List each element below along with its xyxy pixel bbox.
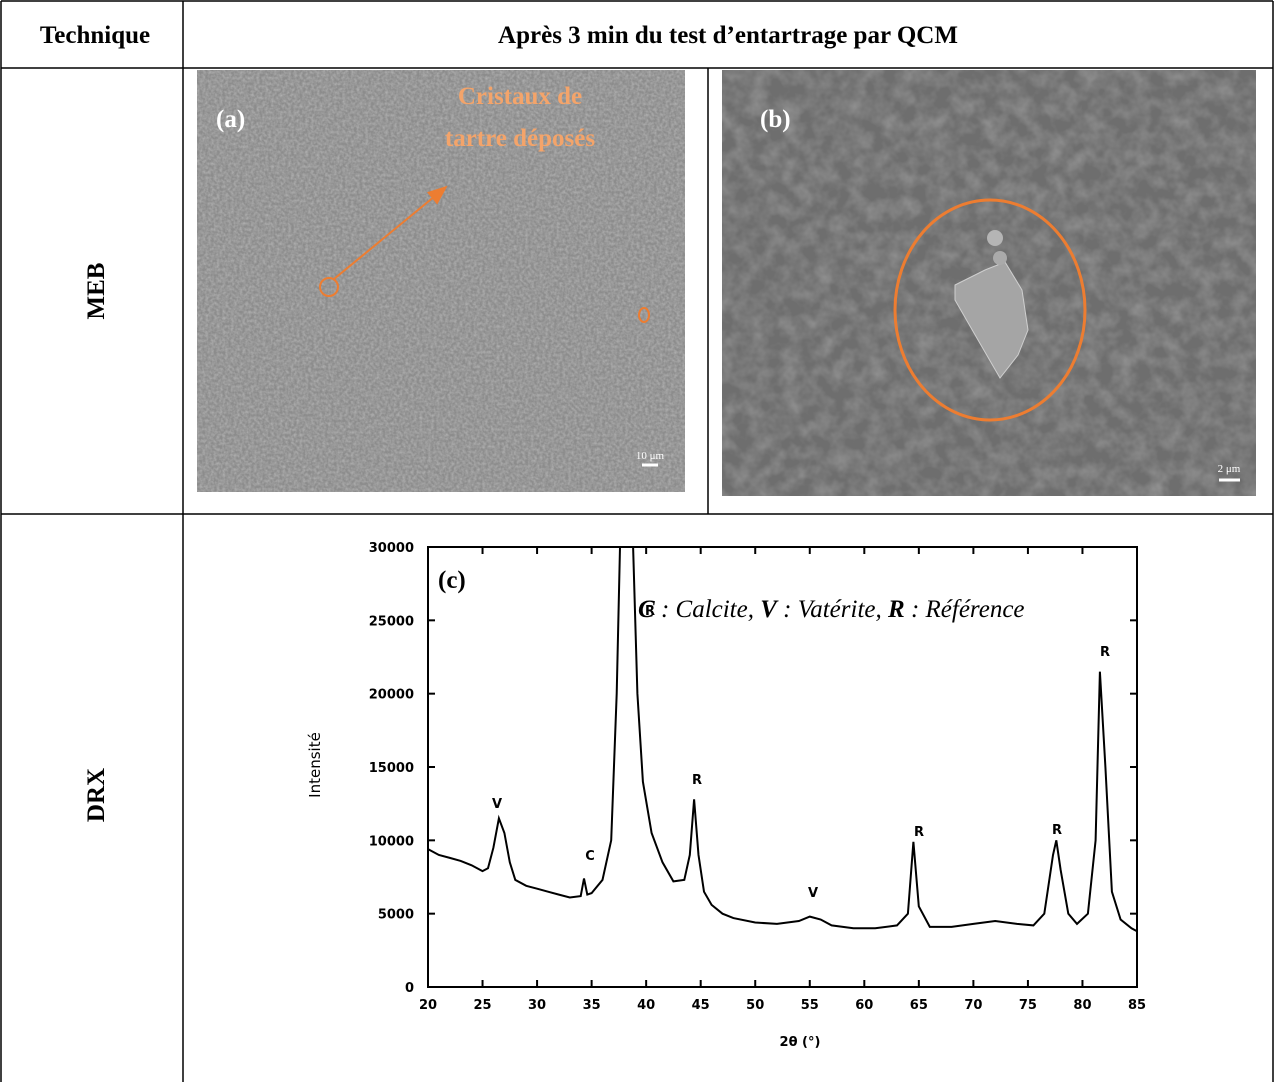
x-tick-label: 30 xyxy=(528,998,546,1013)
legend: C : Calcite, V : Vatérite, R : Référence xyxy=(638,596,1025,623)
x-tick-label: 85 xyxy=(1128,998,1146,1013)
y-tick-label: 20000 xyxy=(369,688,414,703)
peak-label: R xyxy=(1052,823,1062,838)
peak-label: R xyxy=(645,604,655,619)
header-cell: Après 3 min du test d’entartrage par QCM xyxy=(498,22,958,49)
x-axis-label: 2θ (°) xyxy=(780,1035,821,1050)
x-tick-label: 75 xyxy=(1019,998,1037,1013)
row-label: MEB xyxy=(83,263,110,320)
y-tick-label: 30000 xyxy=(369,541,414,556)
x-tick-label: 45 xyxy=(692,998,710,1013)
peak-label: R xyxy=(692,773,702,788)
annotation: Cristaux de xyxy=(458,83,582,110)
panel-label: (c) xyxy=(438,567,466,594)
header-cell: Technique xyxy=(40,22,150,49)
y-axis-label: Intensité xyxy=(306,732,324,798)
peak-label: R xyxy=(914,825,924,840)
plot-frame xyxy=(427,546,1138,988)
x-tick-label: 70 xyxy=(964,998,982,1013)
x-tick-label: 60 xyxy=(855,998,873,1013)
legend-part: C xyxy=(638,596,655,623)
peak-label: C xyxy=(585,849,595,864)
x-tick-label: 20 xyxy=(419,998,437,1013)
peak-label: V xyxy=(808,886,818,901)
row-label: DRX xyxy=(83,768,110,822)
y-tick-label: 0 xyxy=(405,981,414,996)
legend-part: : Calcite, xyxy=(655,596,761,623)
sem-image-b xyxy=(722,70,1256,496)
x-tick-label: 80 xyxy=(1073,998,1091,1013)
legend-part: V xyxy=(760,596,779,623)
peak-label: R xyxy=(1100,645,1110,660)
panel-label: (b) xyxy=(760,106,791,133)
sem-image-a xyxy=(197,70,685,492)
xrd-line xyxy=(427,546,1138,933)
legend-part: : Référence xyxy=(905,596,1025,623)
x-tick-label: 40 xyxy=(637,998,655,1013)
panel-label: (a) xyxy=(216,106,245,133)
annotation: tartre déposés xyxy=(445,125,595,152)
x-tick-label: 65 xyxy=(910,998,928,1013)
y-tick-label: 25000 xyxy=(369,614,414,629)
x-tick-label: 25 xyxy=(473,998,491,1013)
y-tick-label: 10000 xyxy=(369,834,414,849)
peak-label: V xyxy=(492,797,502,812)
scale-bar-label: 10 μm xyxy=(636,450,665,462)
x-tick-label: 55 xyxy=(801,998,819,1013)
y-tick-label: 5000 xyxy=(378,908,414,923)
scale-bar-label: 2 μm xyxy=(1218,463,1241,475)
legend-part: R xyxy=(887,596,905,623)
x-tick-label: 35 xyxy=(583,998,601,1013)
x-tick-label: 50 xyxy=(746,998,764,1013)
y-tick-label: 15000 xyxy=(369,761,414,776)
legend-part: : Vatérite, xyxy=(777,596,888,623)
xrd-chart: (c) C : Calcite, V : Vatérite, R : Référ… xyxy=(438,567,1025,623)
